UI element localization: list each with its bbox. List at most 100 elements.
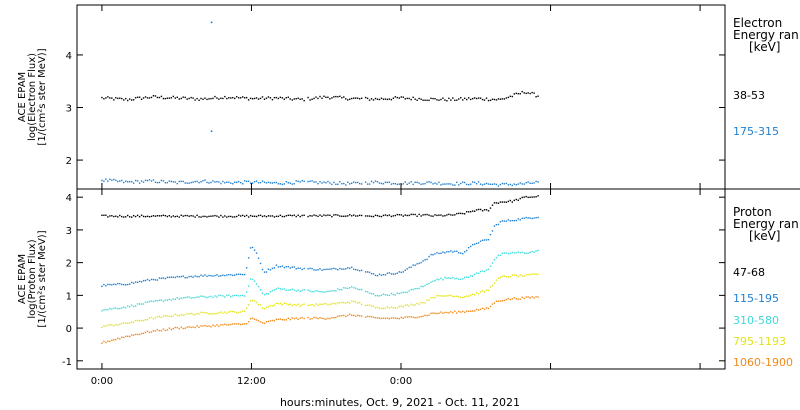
- data-point: [202, 325, 204, 327]
- data-point: [495, 300, 498, 302]
- data-point: [517, 199, 519, 201]
- data-point: [309, 99, 311, 101]
- data-point: [507, 276, 510, 278]
- data-point: [269, 290, 272, 293]
- data-point: [495, 256, 498, 259]
- data-point: [446, 277, 448, 279]
- data-point: [317, 317, 319, 320]
- data-point: [396, 317, 399, 320]
- data-point: [251, 215, 254, 217]
- data-point: [243, 215, 246, 218]
- data-point: [503, 201, 506, 203]
- data-point: [509, 199, 512, 202]
- data-point: [297, 214, 299, 216]
- data-point: [533, 251, 535, 253]
- data-point: [400, 316, 402, 319]
- data-point: [479, 270, 482, 273]
- data-point: [469, 310, 472, 312]
- data-point: [335, 183, 337, 185]
- data-point: [251, 317, 254, 319]
- data-point: [226, 294, 228, 297]
- data-point: [174, 298, 176, 300]
- data-point: [297, 303, 299, 305]
- data-point: [128, 98, 131, 100]
- data-point: [438, 312, 440, 314]
- data-point: [257, 98, 260, 100]
- data-point: [245, 291, 248, 293]
- data-point: [295, 290, 297, 292]
- data-point: [460, 97, 462, 99]
- data-point: [245, 307, 248, 309]
- data-point: [144, 318, 147, 321]
- data-point: [337, 268, 339, 271]
- data-point: [243, 295, 246, 297]
- data-point: [123, 306, 125, 308]
- data-point: [497, 300, 500, 302]
- data-point: [533, 273, 535, 275]
- data-point: [404, 291, 406, 294]
- data-point: [471, 310, 474, 312]
- data-point: [261, 215, 264, 218]
- data-point: [315, 96, 317, 98]
- data-point: [130, 181, 133, 183]
- data-point: [466, 310, 468, 312]
- data-point: [261, 307, 264, 309]
- data-point: [503, 275, 506, 277]
- data-point: [234, 216, 236, 218]
- data-point: [497, 185, 500, 187]
- data-point: [462, 99, 464, 101]
- data-point: [247, 285, 250, 287]
- data-point: [353, 314, 355, 317]
- data-point: [241, 310, 244, 312]
- data-point: [238, 295, 240, 297]
- data-point: [460, 278, 462, 281]
- data-point: [414, 181, 416, 183]
- data-point: [158, 181, 161, 184]
- data-point: [255, 252, 258, 254]
- data-point: [220, 182, 222, 185]
- data-point: [515, 184, 517, 186]
- data-point: [471, 275, 474, 277]
- data-point: [521, 183, 523, 185]
- data-point: [450, 294, 452, 296]
- proton-ylabel-line: ACE EPAM: [17, 254, 28, 304]
- data-point: [267, 293, 270, 295]
- data-point: [275, 264, 278, 266]
- data-point: [483, 291, 486, 293]
- data-point: [204, 215, 206, 218]
- data-point: [450, 99, 452, 101]
- data-point: [309, 267, 311, 270]
- data-point: [178, 276, 180, 278]
- data-point: [230, 274, 232, 276]
- data-point: [402, 96, 404, 98]
- data-point: [265, 321, 268, 323]
- data-point: [420, 215, 422, 217]
- data-point: [198, 296, 200, 298]
- data-point: [438, 294, 440, 297]
- data-point: [224, 296, 226, 298]
- data-point: [212, 313, 214, 315]
- data-point: [467, 211, 470, 213]
- data-point: [376, 98, 379, 100]
- data-point: [390, 306, 393, 308]
- data-point: [184, 277, 186, 279]
- data-point: [117, 282, 119, 285]
- data-point: [432, 183, 434, 185]
- data-point: [293, 317, 295, 320]
- data-point: [154, 330, 157, 332]
- data-point: [130, 216, 133, 218]
- data-point: [303, 303, 305, 305]
- proton-panel-frame: [76, 188, 726, 370]
- data-point: [271, 319, 274, 322]
- data-point: [119, 180, 121, 182]
- data-point: [404, 181, 406, 183]
- data-point: [281, 304, 284, 306]
- data-point: [479, 183, 482, 185]
- data-point: [239, 181, 242, 184]
- data-point: [297, 97, 299, 99]
- data-point: [349, 98, 351, 100]
- data-point: [388, 307, 391, 309]
- data-point: [353, 287, 355, 289]
- data-point: [337, 214, 339, 216]
- data-point: [458, 212, 460, 215]
